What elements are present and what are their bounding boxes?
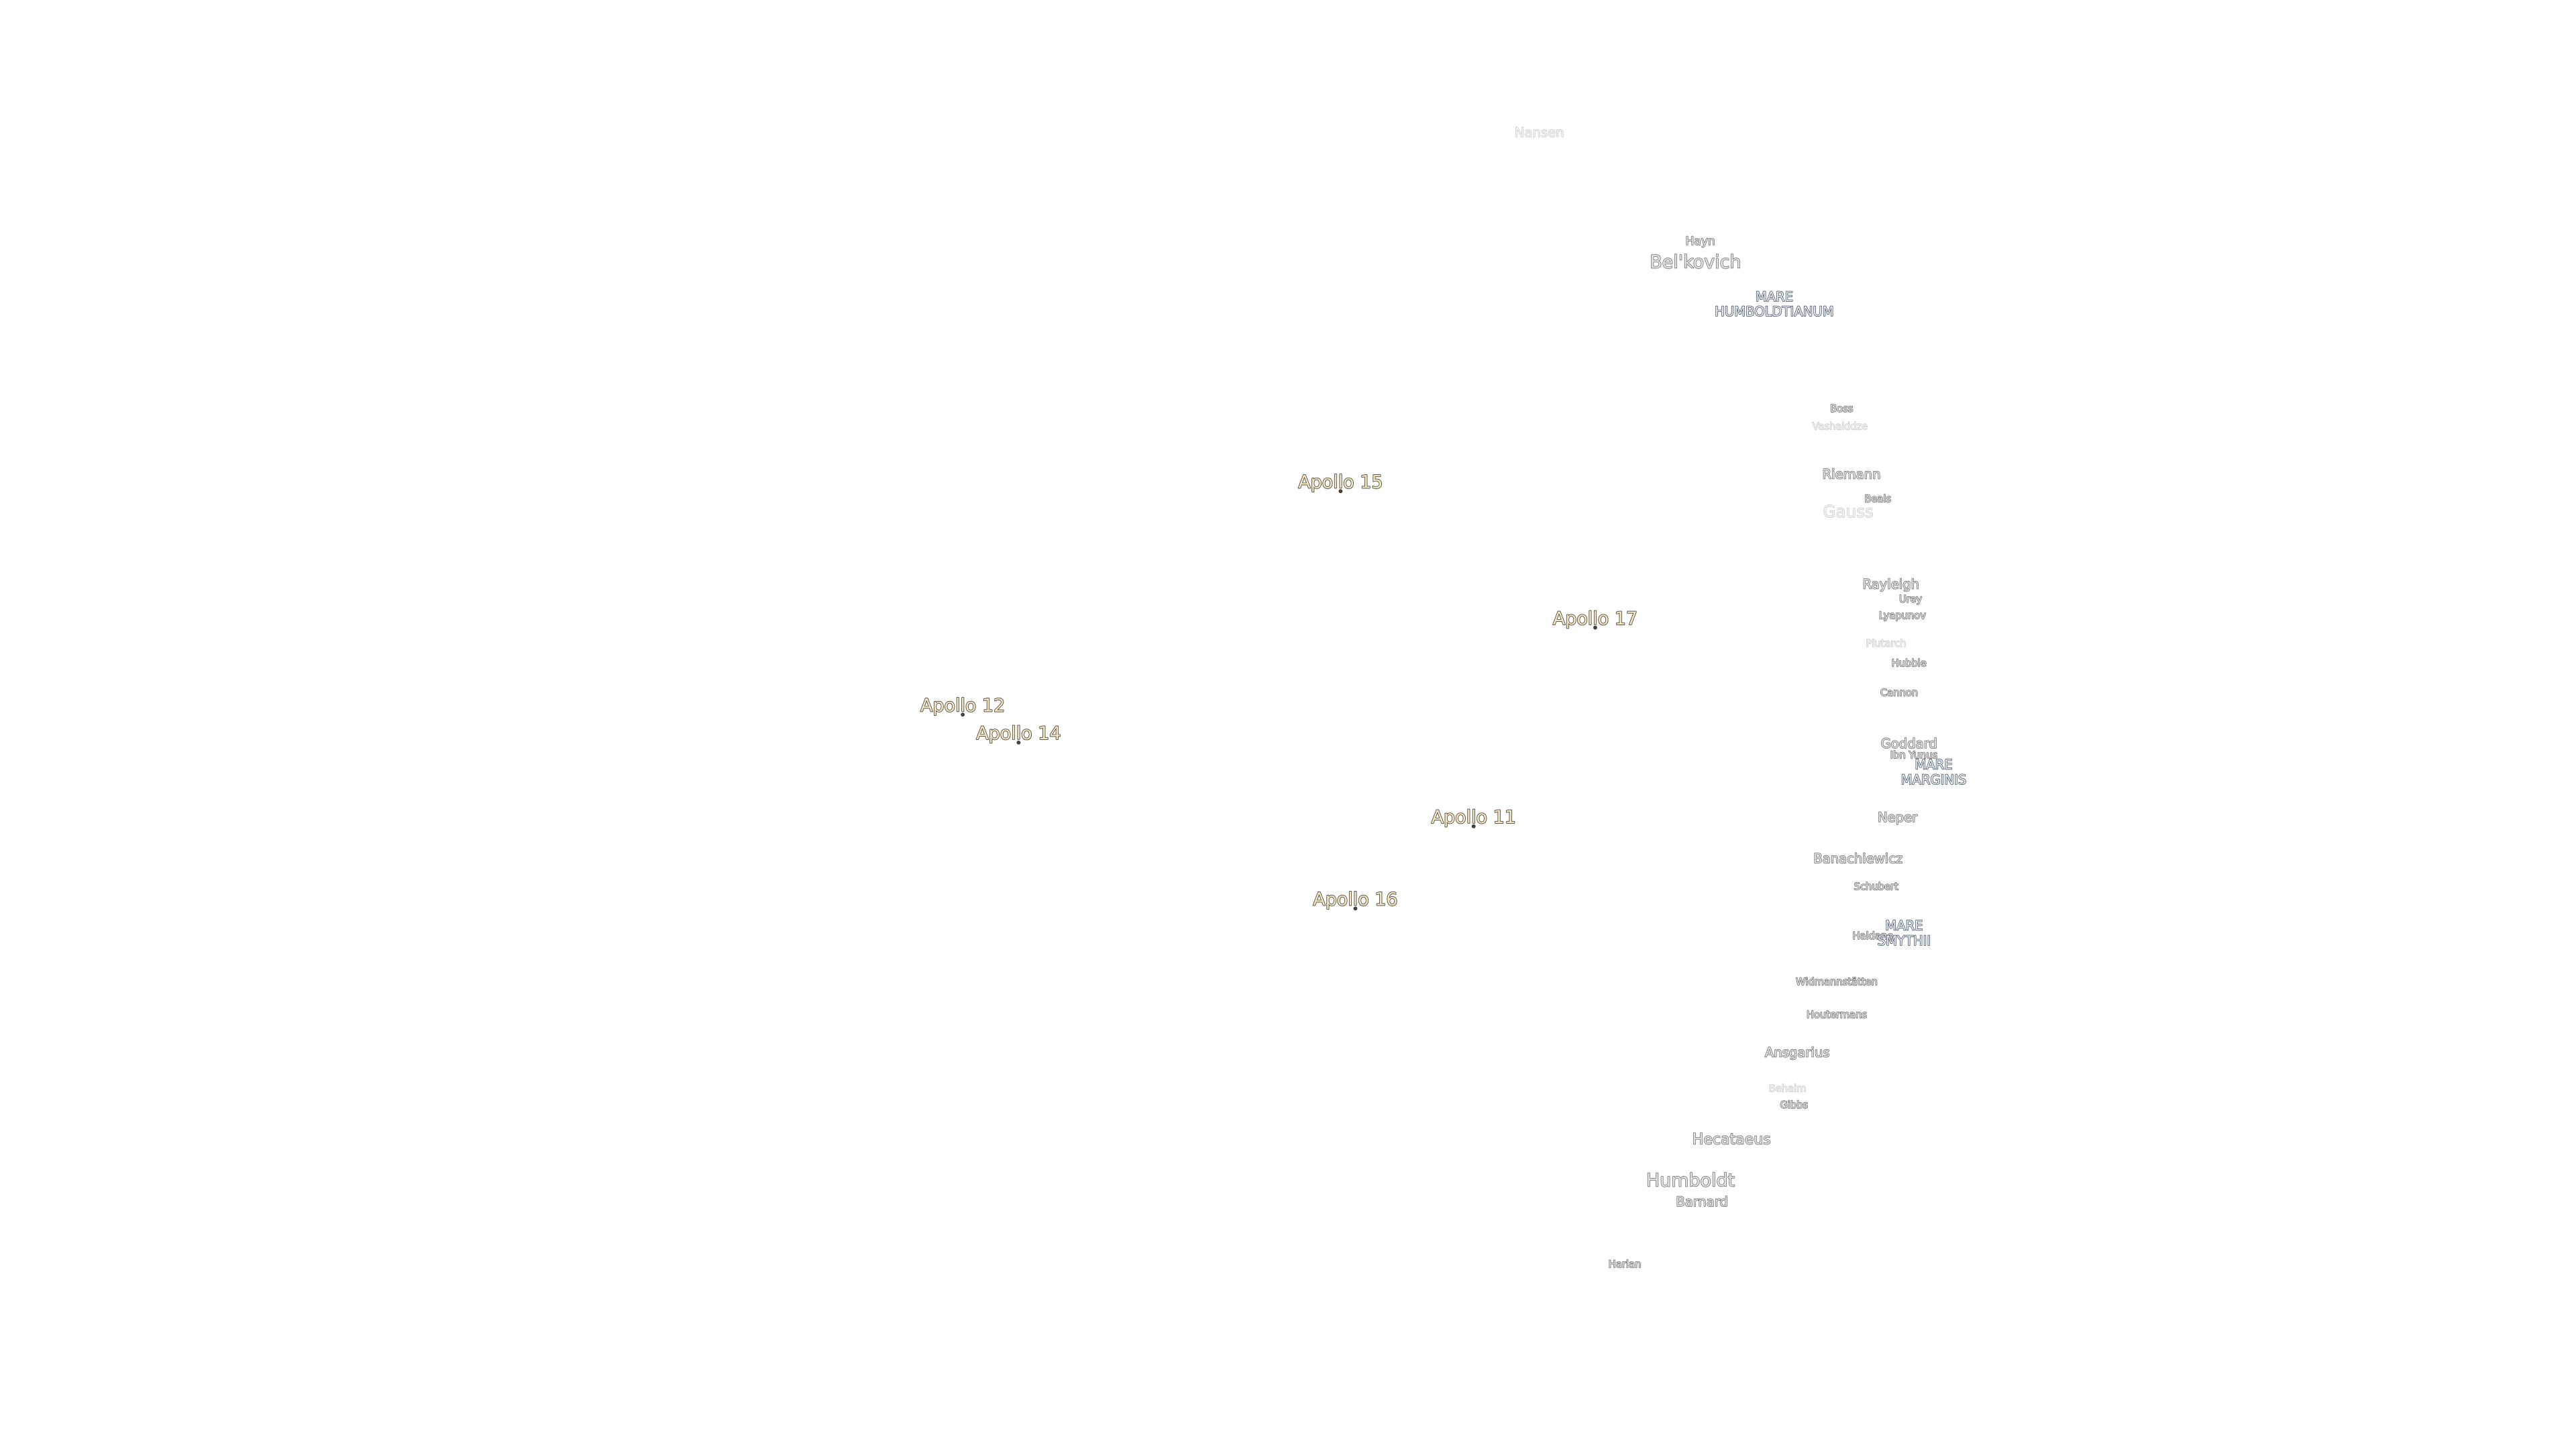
apollo-site-label: Apollo 11	[1432, 807, 1516, 828]
crater-label: Haldane	[1852, 930, 1893, 942]
crater-label: Ibn Yunus	[1890, 750, 1937, 761]
mare-label: MARE	[1885, 918, 1923, 934]
crater-label: Hecataeus	[1693, 1132, 1771, 1148]
crater-label: Neper	[1878, 810, 1918, 825]
landing-site-marker	[1338, 489, 1343, 494]
crater-label: Schubert	[1854, 881, 1898, 892]
crater-label: Banachiewicz	[1813, 851, 1902, 866]
crater-label: Humboldt	[1646, 1170, 1735, 1191]
crater-label: Plutarch	[1866, 638, 1906, 649]
mare-label: MARE	[1915, 757, 1952, 773]
crater-label: Cannon	[1880, 687, 1918, 698]
crater-label: Riemann	[1823, 466, 1881, 482]
landing-site-marker	[1353, 906, 1358, 911]
crater-label: Behaim	[1769, 1083, 1807, 1095]
crater-label: Gibbs	[1780, 1099, 1808, 1111]
landing-site-marker	[1471, 824, 1476, 828]
mare-label: MARE	[1756, 289, 1793, 305]
mare-label: HUMBOLDTIANUM	[1715, 304, 1833, 319]
crater-label: Beals	[1864, 493, 1891, 504]
mare-label: SMYTHII	[1878, 933, 1931, 949]
crater-label: Lyapunov	[1879, 610, 1926, 621]
crater-label: Nansen	[1515, 125, 1564, 140]
crater-label: Houtermans	[1807, 1009, 1867, 1020]
crater-label: Hayn	[1686, 235, 1715, 248]
landing-site-marker	[1016, 741, 1021, 745]
apollo-site-label: Apollo 14	[976, 723, 1061, 744]
crater-label: Rayleigh	[1863, 576, 1920, 592]
landing-site-marker	[961, 712, 965, 717]
apollo-site-label: Apollo 12	[920, 696, 1005, 716]
apollo-site-label: Apollo 17	[1553, 608, 1638, 629]
crater-label: Gauss	[1823, 502, 1874, 521]
crater-label: Hubble	[1892, 657, 1927, 669]
crater-label: Bel'kovich	[1650, 252, 1741, 272]
crater-label: Goddard	[1881, 736, 1937, 751]
crater-label: Urey	[1899, 594, 1923, 605]
crater-label: Harlan	[1609, 1259, 1641, 1271]
apollo-site-label: Apollo 16	[1313, 890, 1397, 910]
crater-label: Widmannstätten	[1796, 976, 1878, 987]
crater-label: Vashakidze	[1813, 421, 1868, 433]
crater-label: Barnard	[1676, 1194, 1728, 1210]
landing-site-marker	[1593, 625, 1597, 630]
crater-label: Ansgarius	[1765, 1044, 1830, 1060]
apollo-site-label: Apollo 15	[1298, 472, 1383, 493]
mare-label: MARGINIS	[1901, 772, 1967, 788]
crater-label: Boss	[1830, 403, 1853, 415]
